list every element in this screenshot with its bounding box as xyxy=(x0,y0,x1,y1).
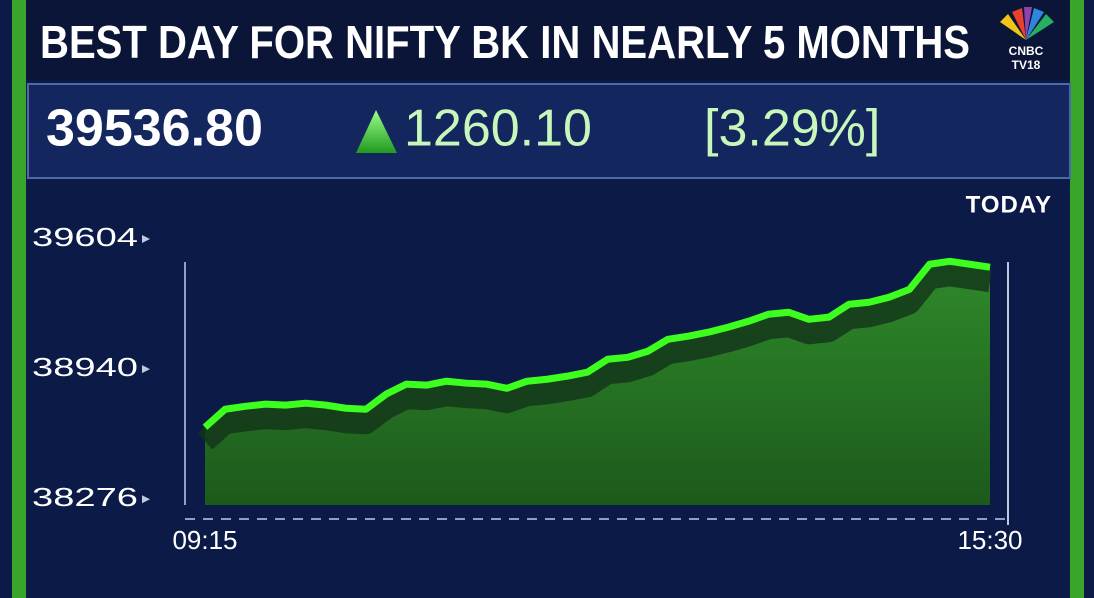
logo-petal xyxy=(1026,8,1044,40)
price-line xyxy=(202,257,991,430)
y-tick-label: 38940 xyxy=(32,352,138,382)
frame-right xyxy=(1070,0,1084,598)
y-tick-mark xyxy=(142,365,150,374)
period-label: TODAY xyxy=(966,191,1052,218)
x-tick-label: 09:15 xyxy=(172,525,237,555)
plot: 38276 38940 39604 09:15 15:30 xyxy=(32,222,1023,555)
frame-left xyxy=(12,0,26,598)
logo: CNBC TV18 xyxy=(1000,7,1054,72)
quote-percent: [3.29%] xyxy=(704,100,880,158)
headline: BEST DAY FOR NIFTY BK IN NEARLY 5 MONTHS xyxy=(40,16,970,68)
y-tick-mark xyxy=(142,234,150,243)
y-tick-label: 38276 xyxy=(32,482,138,512)
y-tick-label: 39604 xyxy=(32,222,138,252)
x-tick-label: 15:30 xyxy=(957,525,1022,555)
logo-petal xyxy=(1000,14,1026,40)
logo-petal xyxy=(1026,14,1054,40)
line-shadow xyxy=(197,264,992,450)
logo-petal xyxy=(1012,8,1026,40)
logo-text: TV18 xyxy=(1012,58,1041,72)
title-bar xyxy=(26,0,1070,80)
logo-text: CNBC xyxy=(1009,44,1044,58)
quote-box xyxy=(27,83,1071,179)
quote-change: 1260.10 xyxy=(404,100,592,158)
y-tick-mark xyxy=(142,495,150,504)
logo-petal xyxy=(1024,7,1032,40)
quote-price: 39536.80 xyxy=(46,100,263,158)
up-arrow xyxy=(356,110,397,153)
